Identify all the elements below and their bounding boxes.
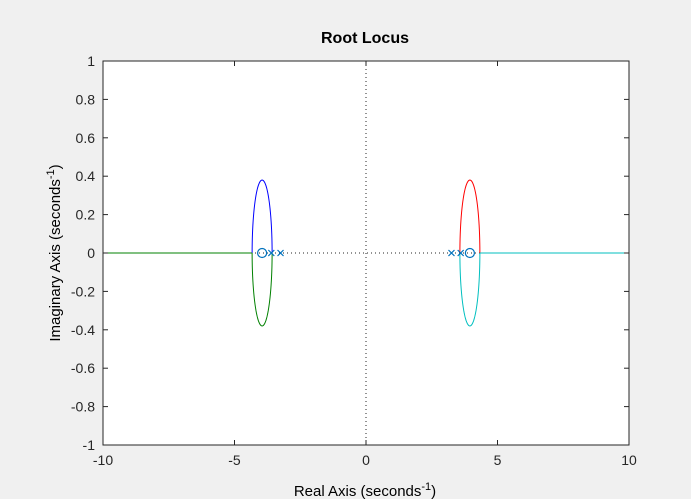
y-tick-label: -0.8 (71, 399, 95, 415)
y-tick-label: -0.4 (71, 322, 95, 338)
axis-ticks (102, 60, 630, 446)
zero-marker-1 (257, 247, 268, 259)
locus-branch-1 (251, 179, 273, 254)
chart-title: Root Locus (321, 30, 409, 47)
pole-marker-1 (267, 249, 275, 257)
locus-branch-5 (459, 252, 481, 327)
locus-branch-2 (251, 252, 273, 327)
y-tick-label: 0.6 (76, 130, 96, 146)
x-axis-label: Real Axis (seconds-1) (294, 481, 436, 499)
locus-branch-4 (459, 179, 481, 254)
y-tick-label: -1 (83, 437, 96, 453)
zero-reference-lines (103, 61, 629, 445)
y-tick-label: 0 (87, 245, 95, 261)
x-tick-label: 10 (621, 452, 637, 468)
y-tick-label: 0.2 (76, 207, 96, 223)
y-tick-label: -0.6 (71, 360, 95, 376)
axis-tick-labels: -10 -5 0 5 10 -1 -0.8 -0.6 -0.4 -0.2 0 0.2 0.4 0.6 0.8… (71, 53, 637, 468)
pole-marker-4 (457, 249, 465, 257)
pole-zero-markers (257, 247, 475, 259)
x-tick-label: 0 (362, 452, 370, 468)
y-tick-label: 0.8 (76, 91, 96, 107)
y-tick-label: 0.4 (76, 168, 96, 184)
pole-marker-3 (448, 249, 455, 257)
y-tick-label: -0.2 (71, 283, 95, 299)
x-tick-label: 5 (494, 452, 502, 468)
y-tick-label: 1 (87, 53, 95, 69)
y-axis-label: Imaginary Axis (seconds-1) (45, 164, 64, 341)
pole-marker-2 (277, 249, 284, 257)
zero-marker-2 (464, 247, 475, 259)
x-tick-label: -10 (93, 452, 113, 468)
locus-branches (103, 179, 629, 327)
x-tick-label: -5 (228, 452, 241, 468)
